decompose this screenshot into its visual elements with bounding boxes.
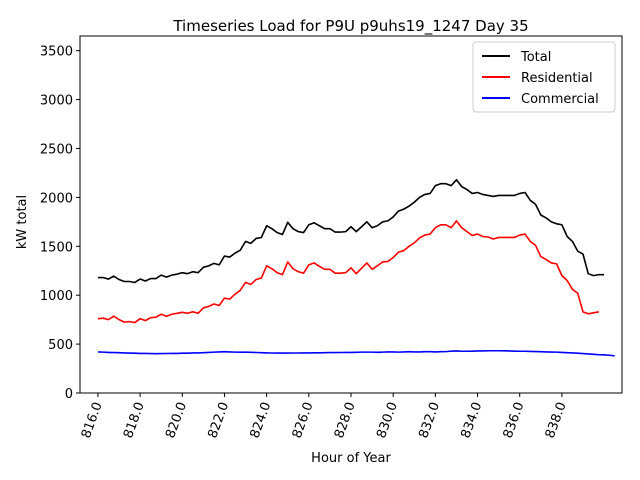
x-tick-label: 822.0: [205, 400, 232, 440]
x-tick-label: 832.0: [416, 400, 443, 440]
x-tick-label: 828.0: [332, 400, 359, 440]
y-tick-label: 1500: [40, 240, 73, 255]
y-tick-label: 2000: [40, 191, 73, 206]
x-tick-label: 838.0: [543, 400, 570, 440]
legend-label-commercial: Commercial: [521, 92, 599, 107]
legend-label-residential: Residential: [521, 71, 593, 86]
x-tick-label: 836.0: [501, 400, 528, 440]
legend-box: [472, 41, 616, 113]
series-line-residential: [97, 220, 599, 324]
x-tick-label: 820.0: [163, 400, 190, 440]
y-tick-label: 2500: [40, 142, 73, 157]
x-tick-label: 824.0: [248, 400, 275, 440]
y-tick-label: 0: [65, 387, 73, 402]
y-tick-label: 3000: [40, 94, 73, 109]
legend: Total Residential Commercial: [472, 41, 616, 113]
x-axis-label: Hour of Year: [311, 451, 391, 466]
legend-label-total: Total: [520, 50, 551, 65]
series-line-total: [97, 178, 605, 284]
x-tick-label: 818.0: [121, 400, 148, 440]
x-tick-label: 816.0: [79, 400, 106, 440]
y-axis-label: kW total: [15, 195, 30, 249]
x-tick-label: 830.0: [374, 400, 401, 440]
chart-title: Timeseries Load for P9U p9uhs19_1247 Day…: [172, 17, 528, 36]
y-tick-label: 3500: [40, 45, 73, 60]
y-tick-label: 500: [48, 338, 73, 353]
series-line-commercial: [97, 349, 615, 357]
x-tick-label: 834.0: [458, 400, 485, 440]
x-tick-label: 826.0: [290, 400, 317, 440]
y-tick-label: 1000: [40, 289, 73, 304]
